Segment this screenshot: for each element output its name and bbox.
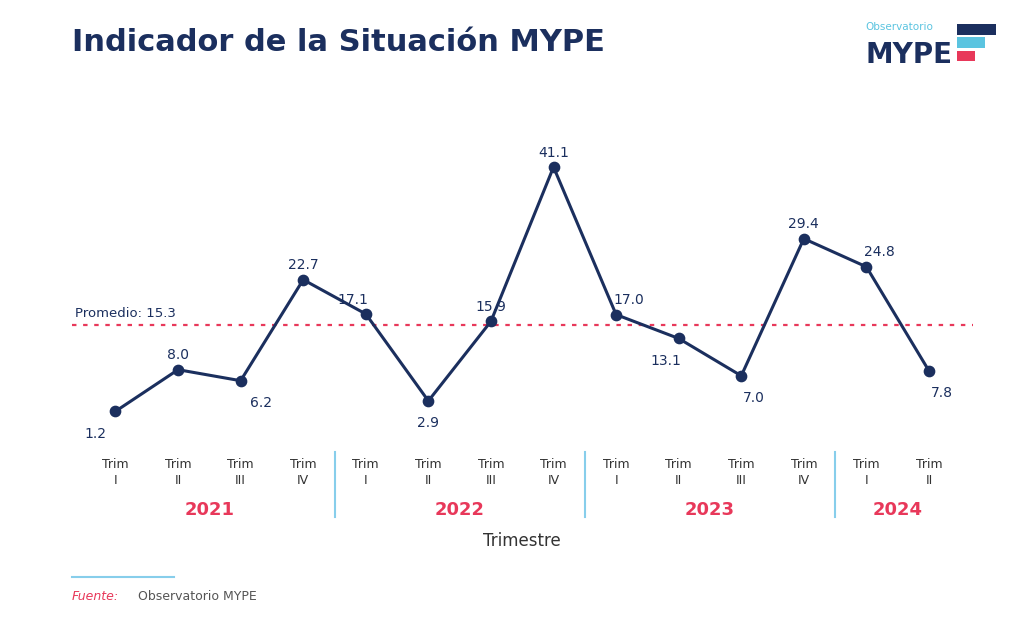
Text: 8.0: 8.0: [167, 348, 189, 363]
Text: 13.1: 13.1: [650, 354, 682, 368]
Text: 7.0: 7.0: [742, 391, 765, 405]
Text: Trim: Trim: [791, 459, 817, 472]
Text: II: II: [425, 474, 432, 487]
Text: IV: IV: [548, 474, 559, 487]
Point: [108, 406, 124, 416]
Point: [546, 162, 562, 172]
Point: [357, 309, 374, 319]
Text: 2022: 2022: [434, 501, 484, 519]
Text: I: I: [864, 474, 868, 487]
Text: I: I: [614, 474, 617, 487]
Text: II: II: [675, 474, 682, 487]
Point: [482, 316, 499, 326]
Text: 2024: 2024: [872, 501, 923, 519]
Text: Trim: Trim: [290, 459, 316, 472]
Point: [295, 275, 311, 285]
Text: II: II: [174, 474, 181, 487]
Bar: [957, 51, 975, 61]
Text: 17.0: 17.0: [613, 293, 644, 307]
Text: III: III: [236, 474, 246, 487]
Text: Promedio: 15.3: Promedio: 15.3: [75, 307, 176, 320]
Text: 2023: 2023: [685, 501, 735, 519]
Text: Trim: Trim: [352, 459, 379, 472]
Point: [858, 262, 874, 272]
Text: Trim: Trim: [541, 459, 567, 472]
Text: Trimestre: Trimestre: [483, 532, 561, 550]
Text: 6.2: 6.2: [250, 396, 272, 410]
Text: Trim: Trim: [227, 459, 254, 472]
Text: 24.8: 24.8: [863, 245, 894, 260]
Text: Trim: Trim: [165, 459, 191, 472]
Text: Indicador de la Situación MYPE: Indicador de la Situación MYPE: [72, 28, 604, 57]
Text: IV: IV: [798, 474, 810, 487]
Point: [796, 233, 812, 243]
Text: I: I: [114, 474, 118, 487]
Point: [921, 366, 937, 376]
Text: IV: IV: [297, 474, 309, 487]
Text: III: III: [736, 474, 746, 487]
Point: [420, 396, 436, 406]
Text: 7.8: 7.8: [931, 386, 952, 400]
Text: Fuente:: Fuente:: [72, 590, 119, 603]
Text: Observatorio: Observatorio: [865, 22, 933, 32]
Text: Trim: Trim: [603, 459, 630, 472]
Bar: [957, 37, 985, 48]
Text: I: I: [364, 474, 368, 487]
Text: 17.1: 17.1: [338, 293, 369, 306]
Text: 41.1: 41.1: [538, 145, 569, 160]
Text: 15.9: 15.9: [475, 300, 507, 314]
Text: Observatorio MYPE: Observatorio MYPE: [138, 590, 257, 603]
Text: Trim: Trim: [915, 459, 942, 472]
Text: 1.2: 1.2: [84, 427, 106, 441]
Text: 2021: 2021: [184, 501, 234, 519]
Point: [733, 371, 750, 381]
Text: 22.7: 22.7: [288, 258, 318, 272]
Text: Trim: Trim: [853, 459, 880, 472]
Text: 2.9: 2.9: [418, 416, 439, 430]
Text: Trim: Trim: [666, 459, 692, 472]
Point: [232, 376, 249, 386]
Text: II: II: [926, 474, 933, 487]
Text: III: III: [485, 474, 497, 487]
Text: 29.4: 29.4: [788, 217, 819, 232]
Text: Trim: Trim: [102, 459, 129, 472]
Bar: [957, 24, 996, 35]
Point: [608, 310, 625, 319]
Point: [671, 333, 687, 343]
Text: Trim: Trim: [728, 459, 755, 472]
Text: Trim: Trim: [477, 459, 504, 472]
Point: [170, 364, 186, 374]
Text: MYPE: MYPE: [865, 41, 952, 69]
Text: Trim: Trim: [415, 459, 441, 472]
